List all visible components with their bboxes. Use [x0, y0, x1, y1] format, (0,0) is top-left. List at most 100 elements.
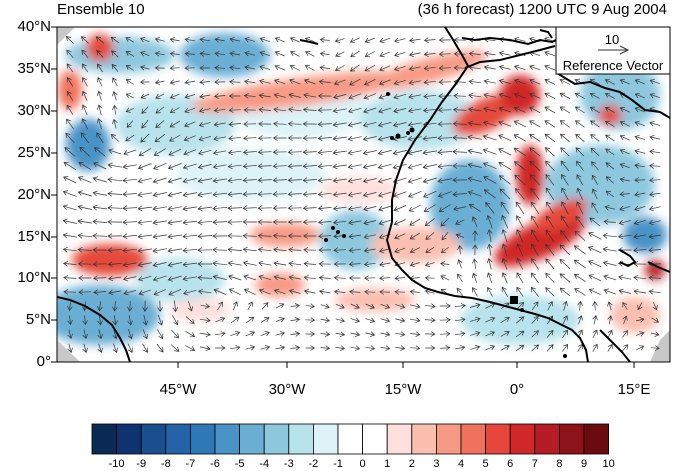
wind-vector [394, 275, 406, 281]
wind-vector [152, 177, 167, 184]
wind-vector [500, 345, 510, 351]
wind-vector [437, 121, 452, 127]
wind-vector [591, 188, 598, 200]
wind-vector [407, 190, 422, 198]
wind-vector [559, 92, 570, 100]
colorbar-tick-label: -6 [210, 458, 220, 470]
wind-vector [288, 274, 301, 281]
wind-vector [529, 92, 541, 99]
wind-vector [245, 345, 256, 351]
wind-vector [303, 260, 316, 267]
wind-vector [633, 288, 646, 295]
wind-vector [197, 247, 213, 253]
colorbar-tick-label: 1 [384, 458, 391, 470]
wind-vector [302, 106, 317, 113]
wind-vector [424, 218, 435, 227]
wind-vector [408, 107, 422, 114]
wind-vector [545, 272, 555, 283]
wind-vector [139, 65, 150, 71]
wind-vector [425, 331, 436, 337]
wind-vector [395, 303, 406, 310]
wind-vector [513, 64, 526, 71]
lat-label: 40°N [17, 18, 51, 35]
wind-vector [275, 345, 286, 351]
wind-vector [545, 174, 555, 186]
wind-vector [574, 92, 585, 100]
wind-vector [212, 219, 228, 226]
wind-vector [633, 274, 647, 281]
wind-vector [604, 106, 615, 113]
wind-vector [440, 261, 450, 267]
wind-vector [274, 36, 285, 43]
colorbar-swatch [239, 423, 265, 455]
wind-vector [317, 177, 332, 184]
wind-vector [531, 330, 539, 338]
wind-vector [81, 77, 88, 87]
wind-vector [423, 190, 437, 198]
wind-vector [62, 190, 77, 197]
wind-vector [452, 134, 468, 141]
wind-vector [635, 317, 645, 323]
colorbar-swatch [485, 423, 511, 455]
wind-vector [471, 216, 478, 228]
wind-vector [258, 106, 271, 113]
lon-label: 15°W [384, 381, 422, 398]
wind-vector [244, 36, 255, 43]
wind-vector [545, 160, 555, 172]
wind-vector [140, 133, 150, 143]
wind-vector [485, 345, 496, 351]
wind-vector [217, 301, 223, 311]
wind-vector [317, 163, 332, 170]
wind-vector [137, 191, 152, 198]
lat-label: 30°N [17, 102, 51, 119]
wind-vector [347, 149, 362, 156]
wind-vector [156, 329, 164, 340]
wind-vector [157, 314, 164, 326]
wind-vector [80, 36, 89, 44]
wind-vector [545, 201, 554, 215]
wind-vector [77, 246, 92, 253]
wind-vector [347, 205, 362, 212]
wind-vector [259, 78, 271, 85]
missing-data-corner [650, 330, 670, 362]
wind-vector [574, 106, 585, 114]
wind-vector [576, 201, 584, 215]
wind-vector [126, 120, 134, 128]
wind-vector [363, 247, 376, 254]
wind-vector [227, 149, 242, 156]
wind-vector [605, 190, 615, 198]
wind-vector [607, 343, 613, 352]
wind-vector [607, 315, 613, 325]
wind-vector [364, 37, 375, 44]
wind-vector [619, 120, 630, 127]
wind-vector [516, 272, 524, 284]
wind-vector [362, 135, 377, 142]
wind-vector [498, 50, 511, 57]
wind-vector [112, 329, 118, 340]
wind-vector [137, 205, 152, 212]
wind-vector [498, 64, 511, 71]
wind-vector [137, 275, 152, 282]
wind-vector [182, 233, 198, 240]
coastlines [57, 27, 670, 362]
wind-vector [348, 275, 361, 281]
wind-vector [154, 65, 165, 71]
wind-vector [634, 163, 646, 169]
wind-vector [317, 135, 332, 142]
wind-vector [107, 219, 123, 225]
wind-vector [453, 205, 467, 212]
wind-vector [261, 302, 269, 310]
wind-vector [142, 300, 148, 312]
wind-vector [154, 134, 166, 143]
wind-vector [142, 314, 149, 326]
wind-vector [107, 233, 123, 239]
wind-vector [619, 148, 630, 155]
wind-vector [288, 92, 301, 99]
wind-vector [125, 107, 134, 113]
wind-vector [529, 120, 541, 128]
wind-vector [603, 274, 617, 281]
wind-vector [122, 261, 137, 268]
wind-vector [407, 121, 422, 128]
colorbar-tick-label: 5 [482, 458, 489, 470]
wind-vector [230, 345, 241, 351]
